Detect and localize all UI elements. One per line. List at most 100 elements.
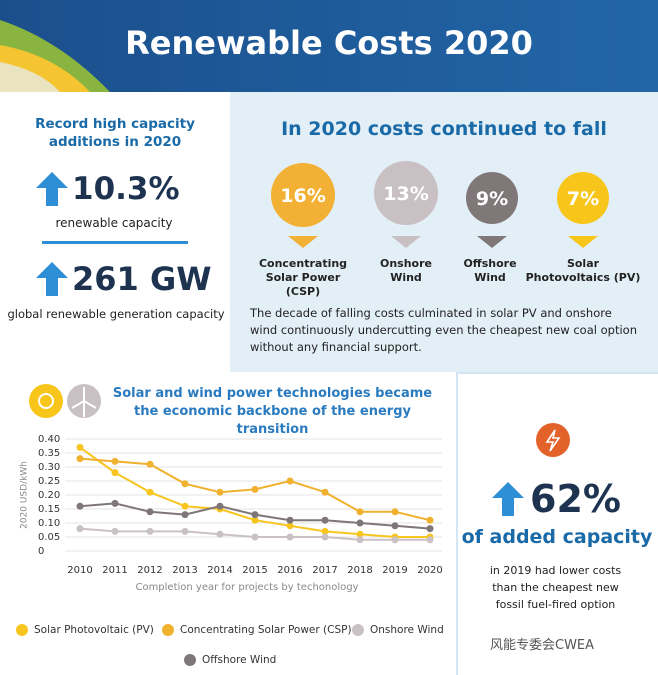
chart-icons (29, 384, 101, 418)
header-bg (0, 0, 658, 92)
stat-label: renewable capacity (55, 216, 173, 230)
data-point (76, 525, 84, 533)
data-point (146, 488, 154, 496)
stat-value: 261 GW (72, 260, 212, 298)
data-point (321, 527, 329, 535)
x-axis-label: Completion year for projects by techonol… (135, 582, 358, 593)
data-point (146, 460, 154, 468)
panel-bg (230, 92, 658, 372)
x-tick-label: 2016 (277, 565, 302, 576)
chart-title: Solar and wind power technologies became… (112, 386, 433, 437)
data-point (111, 469, 119, 477)
percent: 16% (280, 185, 326, 207)
x-tick-label: 2013 (172, 565, 197, 576)
data-point (76, 455, 84, 463)
legend-marker (184, 654, 196, 666)
data-point (286, 477, 294, 485)
data-point (356, 530, 364, 538)
data-point (426, 516, 434, 524)
legend-label: Concentrating Solar Power (CSP) (180, 624, 352, 636)
x-tick-label: 2010 (67, 565, 92, 576)
data-point (251, 485, 259, 493)
left-title: Record high capacity additions in 2020 (35, 116, 195, 150)
data-point (286, 533, 294, 541)
x-tick-label: 2014 (207, 565, 232, 576)
y-tick-label: 0.30 (38, 462, 60, 473)
page-title: Renewable Costs 2020 (125, 24, 533, 62)
item-label: Solar Photovoltaics (PV) (525, 257, 641, 284)
data-point (286, 522, 294, 530)
data-point (391, 536, 399, 544)
data-point (426, 536, 434, 544)
data-point (391, 522, 399, 530)
y-tick-label: 0.20 (38, 490, 60, 501)
lightning-icon (536, 423, 570, 457)
data-point (321, 533, 329, 541)
item-label: Offshore Wind (463, 257, 517, 284)
data-point (216, 502, 224, 510)
data-point (111, 527, 119, 535)
stat-value: 10.3% (72, 171, 180, 207)
data-point (76, 502, 84, 510)
divider (42, 241, 188, 244)
data-point (356, 508, 364, 516)
data-point (356, 519, 364, 527)
legend-marker (162, 624, 174, 636)
legend-marker (16, 624, 28, 636)
stat-label: global renewable generation capacity (7, 307, 225, 321)
watermark: 风能专委会CWEA (490, 638, 595, 653)
data-point (216, 530, 224, 538)
y-tick-label: 0 (38, 546, 44, 557)
y-tick-label: 0.40 (38, 434, 60, 445)
panel-title: In 2020 costs continued to fall (281, 118, 607, 140)
legend-marker (352, 624, 364, 636)
y-tick-label: 0.05 (38, 532, 60, 543)
item-label: Onshore Wind (379, 257, 432, 284)
panel-text: The decade of falling costs culminated i… (250, 306, 637, 354)
data-point (146, 527, 154, 535)
up-arrow (36, 262, 68, 296)
data-point (356, 536, 364, 544)
side-text: in 2019 had lower costs than the cheapes… (489, 564, 622, 611)
cost-icons (271, 161, 609, 248)
x-tick-label: 2017 (312, 565, 337, 576)
y-axis-label: 2020 USD/kWh (20, 461, 30, 529)
data-point (321, 488, 329, 496)
data-point (251, 516, 259, 524)
y-tick-label: 0.10 (38, 518, 60, 529)
side-headline: of added capacity (461, 526, 653, 548)
data-point (321, 516, 329, 524)
side-value: 62% (530, 477, 621, 521)
y-tick-label: 0.25 (38, 476, 60, 487)
data-point (216, 488, 224, 496)
percent: 9% (475, 188, 509, 210)
percent: 13% (383, 183, 429, 205)
data-point (181, 480, 189, 488)
data-point (286, 516, 294, 524)
x-tick-label: 2015 (242, 565, 267, 576)
y-tick-label: 0.15 (38, 504, 60, 515)
data-point (111, 499, 119, 507)
data-point (146, 508, 154, 516)
side-panel (456, 372, 658, 675)
data-point (181, 502, 189, 510)
up-arrow (36, 172, 68, 206)
data-point (251, 533, 259, 541)
data-point (181, 511, 189, 519)
up-arrow (492, 482, 524, 516)
x-tick-label: 2012 (137, 565, 162, 576)
data-point (426, 525, 434, 533)
legend-label: Onshore Wind (370, 624, 444, 636)
legend-label: Offshore Wind (202, 654, 276, 666)
data-point (76, 443, 84, 451)
x-tick-label: 2020 (417, 565, 442, 576)
item-label: Concentrating Solar Power (CSP) (258, 257, 348, 298)
percent: 7% (566, 188, 600, 210)
x-tick-label: 2019 (382, 565, 407, 576)
data-point (181, 527, 189, 535)
legend-label: Solar Photovoltaic (PV) (34, 624, 154, 636)
x-tick-label: 2018 (347, 565, 372, 576)
y-tick-label: 0.35 (38, 448, 60, 459)
